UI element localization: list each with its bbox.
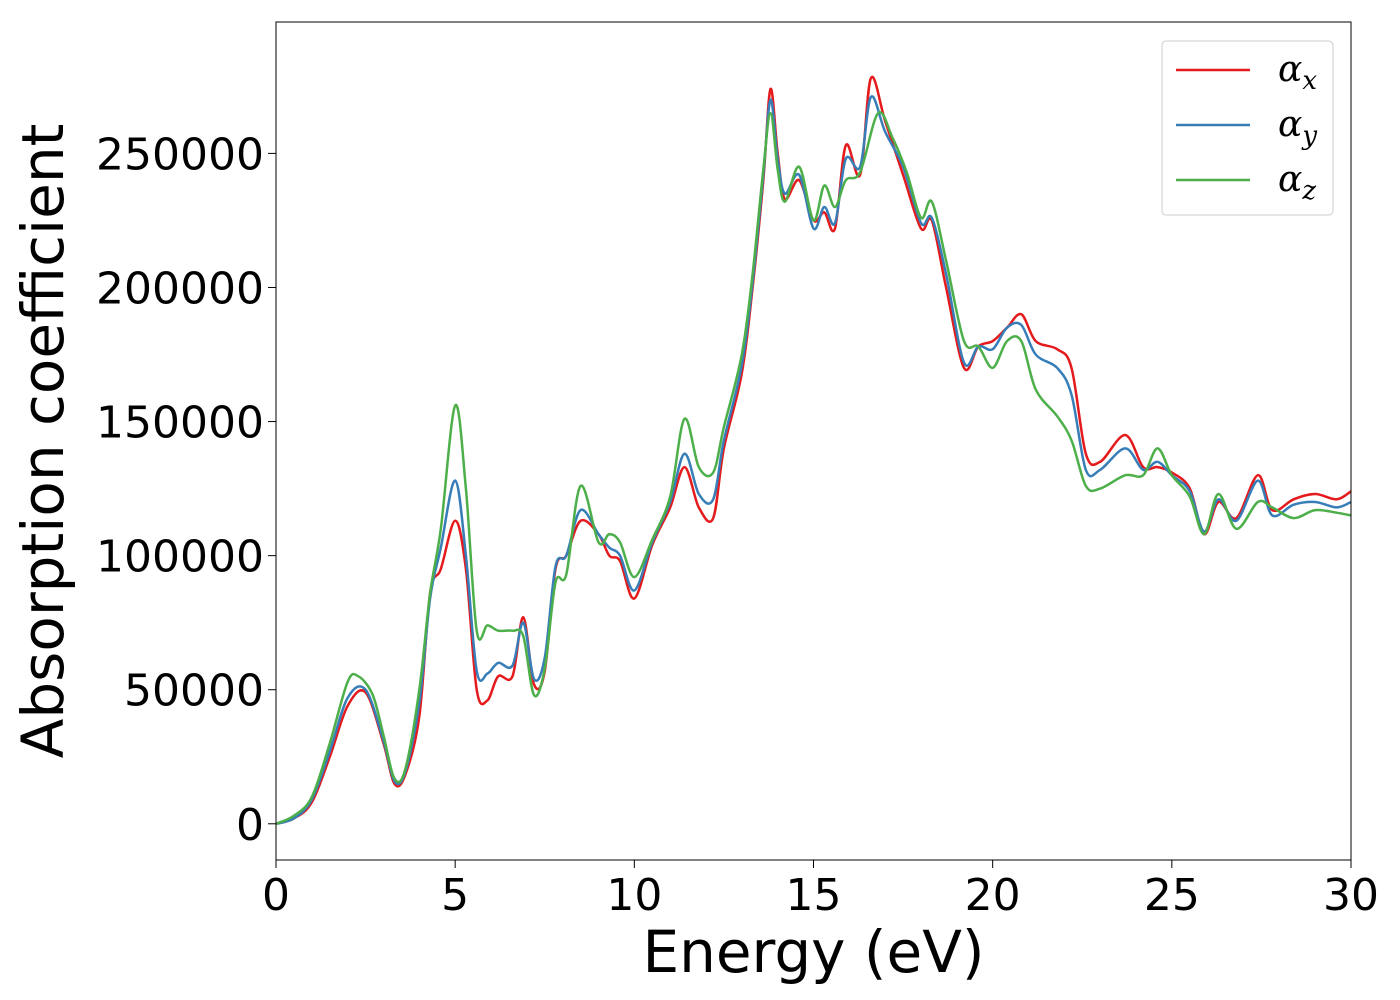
series-line-y [276, 95, 1351, 826]
y-tick-label: 50000 [124, 666, 264, 717]
legend: αx αy αz [1161, 40, 1334, 216]
x-axis-ticks: 0 5 10 15 20 25 30 [262, 860, 1379, 921]
y-tick-label: 250000 [96, 129, 264, 180]
x-tick-label: 15 [786, 870, 842, 921]
x-tick-label: 0 [262, 870, 290, 921]
x-tick-label: 20 [965, 870, 1021, 921]
series-line-z [276, 110, 1351, 825]
y-axis-label: Absorption coefficient [9, 124, 77, 759]
x-tick-label: 25 [1144, 870, 1200, 921]
y-axis-ticks: 0 50000 100000 150000 200000 250000 [96, 129, 276, 851]
legend-box [1161, 40, 1334, 216]
y-tick-label: 100000 [96, 532, 264, 583]
y-tick-label: 200000 [96, 263, 264, 314]
x-axis-label: Energy (eV) [642, 918, 984, 986]
y-tick-label: 150000 [96, 398, 264, 449]
legend-label-x: αx [1278, 49, 1317, 96]
legend-label-y: αy [1278, 104, 1317, 151]
x-tick-label: 10 [606, 870, 662, 921]
x-tick-label: 5 [441, 870, 469, 921]
series-line-x [276, 75, 1351, 826]
y-tick-label: 0 [236, 800, 264, 851]
legend-label-z: αz [1278, 159, 1316, 206]
x-tick-label: 30 [1323, 870, 1379, 921]
plot-lines [276, 75, 1351, 826]
